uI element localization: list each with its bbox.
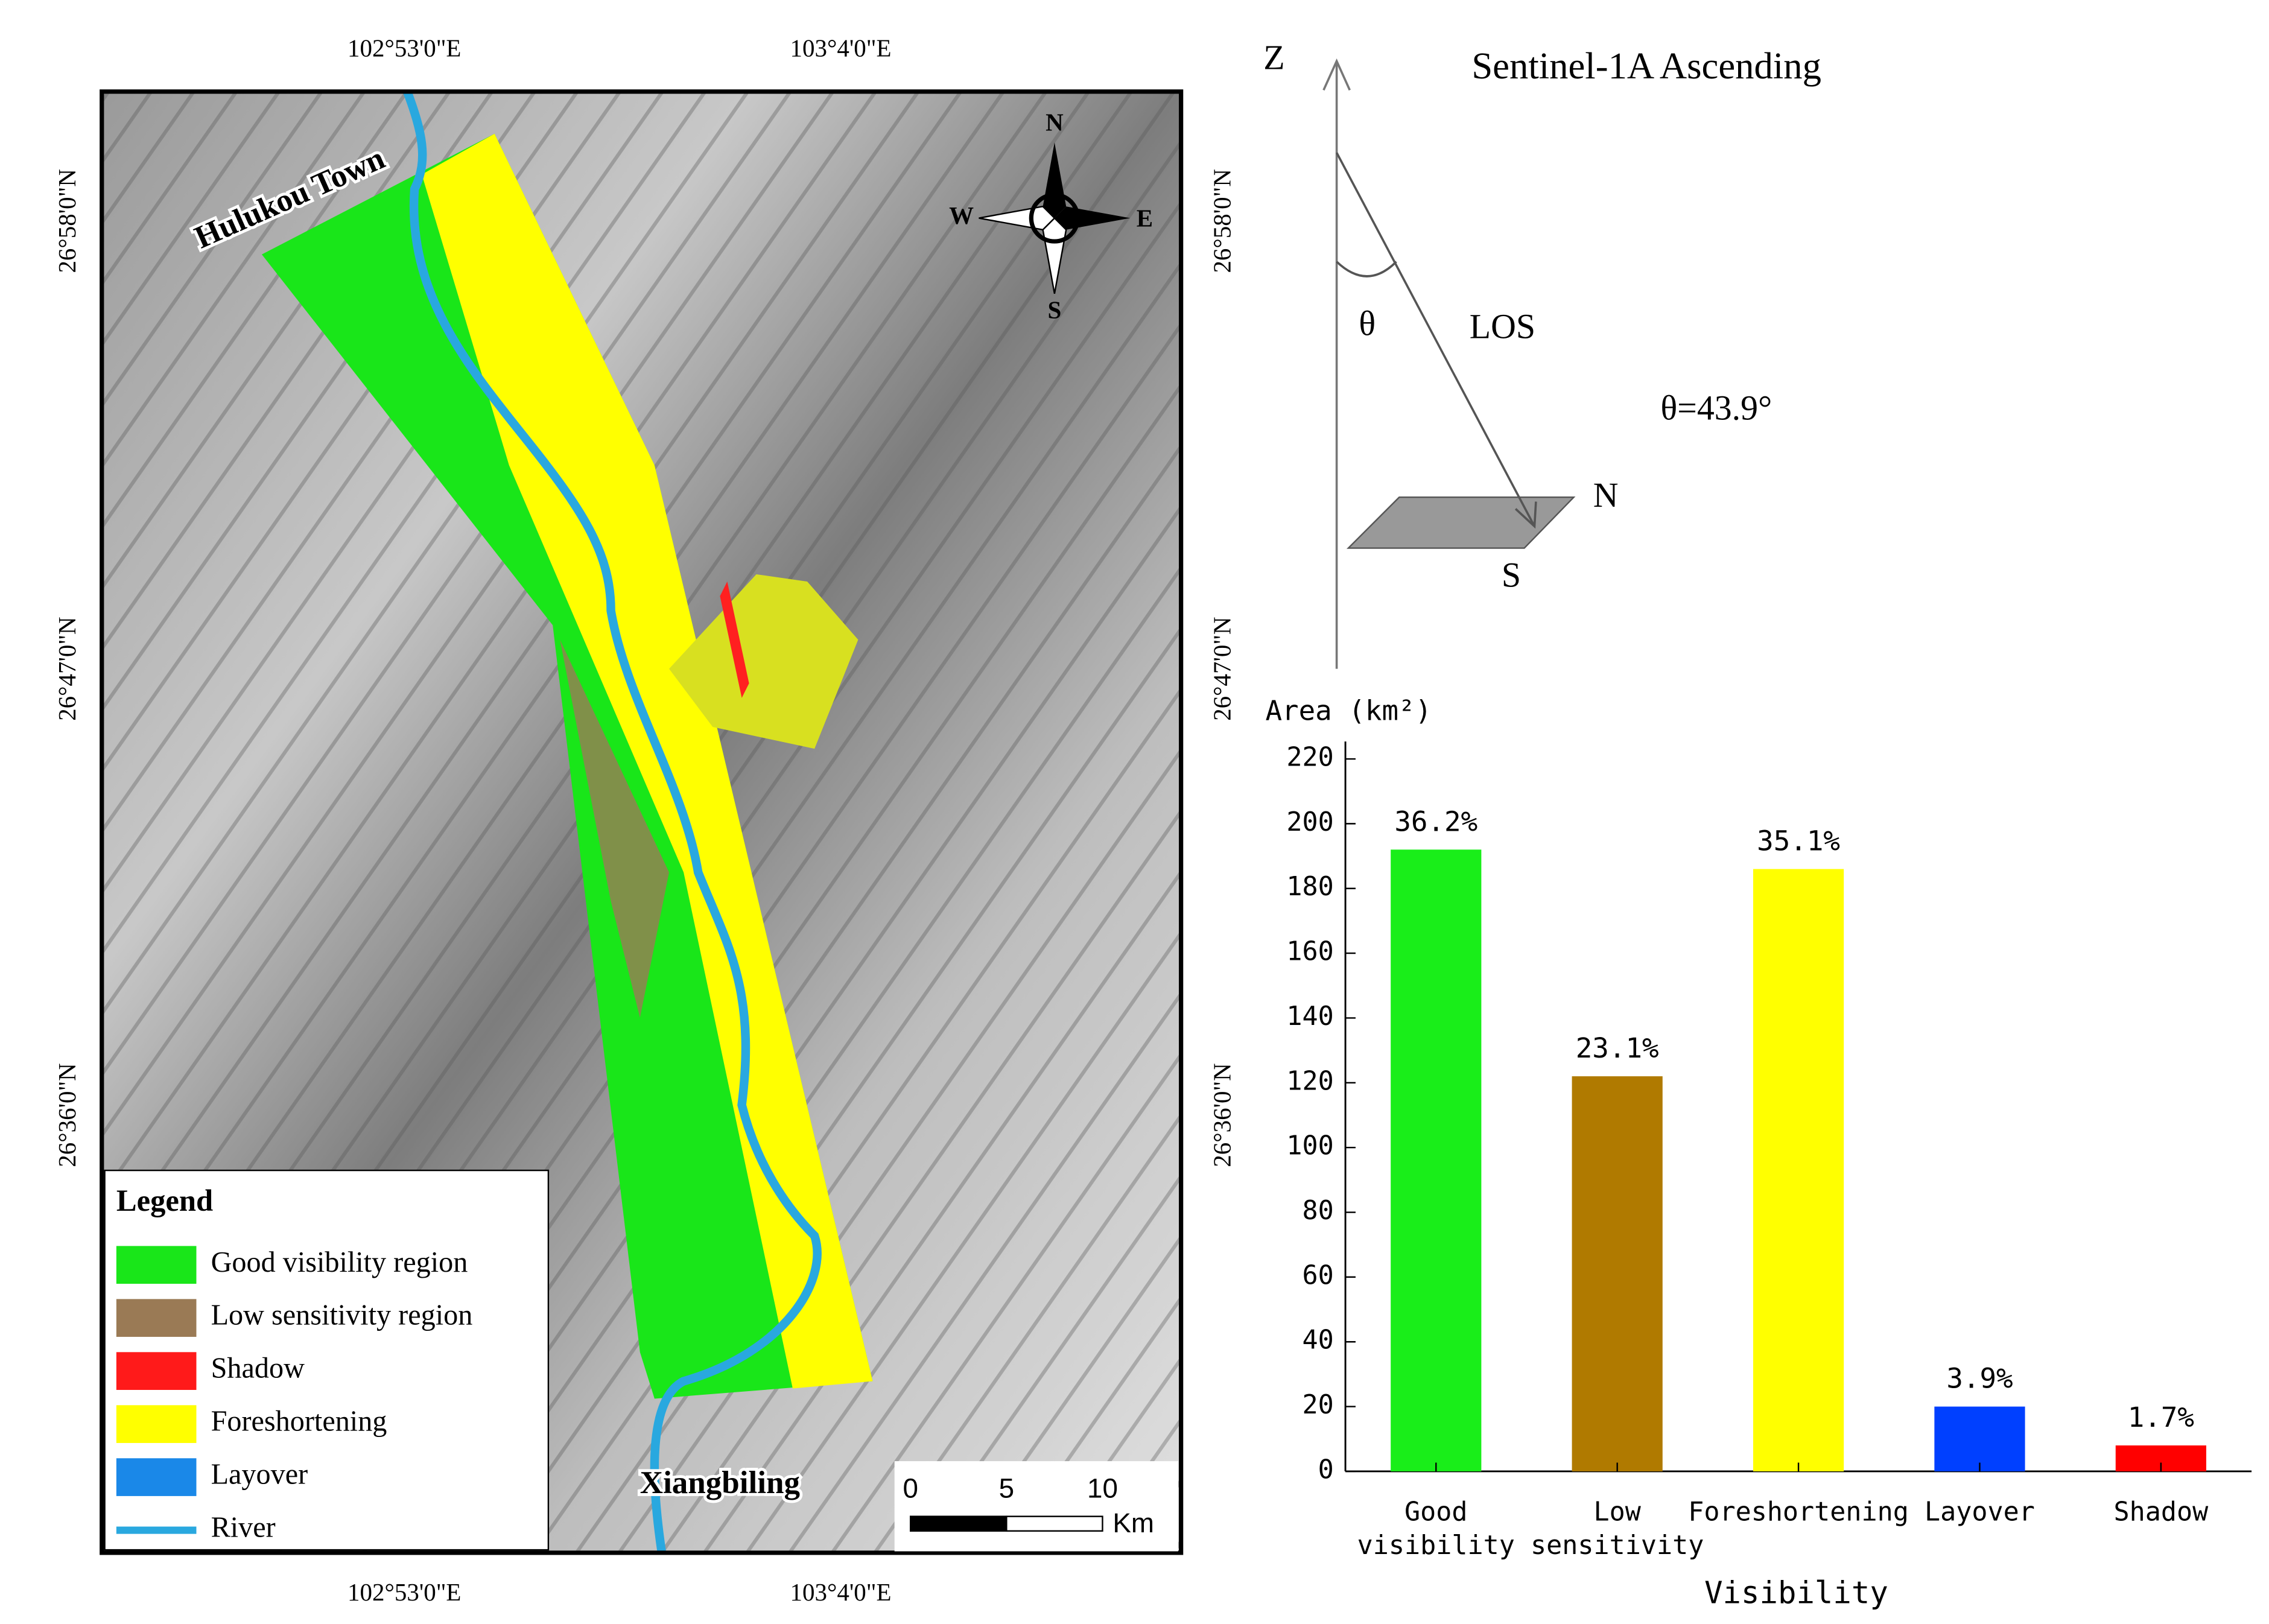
x-tick-label: Foreshortening	[1688, 1497, 1909, 1527]
diagram-title: Sentinel-1A Ascending	[1471, 45, 1821, 87]
y-tick-label: 140	[1286, 1001, 1333, 1032]
north-label: N	[1593, 475, 1619, 515]
scale-box	[894, 1461, 1178, 1552]
lon-label: 103°4'0"E	[790, 34, 892, 62]
y-tick-label: 160	[1286, 937, 1333, 967]
x-tick-label: Good	[1404, 1497, 1467, 1527]
compass-label: W	[949, 201, 974, 229]
bar-share-label: 1.7%	[2128, 1401, 2194, 1433]
scale-label: 5	[999, 1473, 1014, 1503]
bar-chart: 0 20 40 60 80 100 120 140 160 180 200 220 36.2% Goodv…	[1286, 741, 2252, 1561]
y-tick-label: 20	[1303, 1390, 1334, 1420]
compass	[979, 142, 1131, 294]
los-arrow	[1514, 501, 1537, 529]
x-tick-label: visibility	[1357, 1530, 1515, 1561]
los-label: LOS	[1470, 306, 1535, 346]
scale-bar	[1006, 1515, 1103, 1532]
place-label: Xiangbiling	[640, 1465, 800, 1500]
lat-label: 26°47'0"N	[53, 617, 81, 720]
swath-shadow	[720, 582, 749, 698]
lat-label: 26°58'0"N	[53, 169, 81, 273]
bar	[1572, 1076, 1663, 1471]
bar-share-label: 36.2%	[1394, 805, 1477, 837]
lat-label: 26°36'0"N	[1208, 1063, 1236, 1167]
scale-label: 0	[903, 1473, 918, 1503]
lat-label: 26°47'0"N	[1208, 617, 1236, 720]
y-tick-label: 120	[1286, 1066, 1333, 1096]
legend-items: Good visibility region Low sensitivity re…	[116, 1246, 473, 1544]
x-tick-label: Low	[1593, 1497, 1641, 1527]
swath-patch	[669, 574, 858, 749]
bar	[1391, 849, 1482, 1471]
scale-label: 10	[1087, 1473, 1118, 1503]
compass-label: S	[1048, 296, 1062, 324]
bar-share-label: 23.1%	[1576, 1032, 1659, 1064]
angle-arc	[1336, 261, 1397, 278]
swath-good	[261, 133, 873, 1399]
bar	[1934, 1406, 2025, 1471]
angle-value: θ=43.9°	[1660, 388, 1772, 427]
legend-swatch	[116, 1246, 197, 1284]
legend-label: Shadow	[211, 1353, 305, 1385]
bar-share-label: 35.1%	[1757, 825, 1840, 857]
legend-swatch	[116, 1299, 197, 1337]
scale-unit: Km	[1112, 1508, 1154, 1538]
x-tick-label: sensitivity	[1531, 1530, 1704, 1561]
z-label: Z	[1263, 38, 1284, 77]
river	[403, 90, 822, 1553]
lat-label: 26°36'0"N	[53, 1063, 81, 1167]
angle-symbol: θ	[1359, 304, 1376, 343]
lon-label: 102°53'0"E	[347, 1578, 461, 1606]
los-line	[1336, 152, 1536, 527]
x-tick-label: Layover	[1925, 1497, 2035, 1527]
map-frame	[100, 89, 1184, 1555]
x-axis-title: Visibility	[1704, 1575, 1888, 1610]
bar-share-label: 3.9%	[1946, 1362, 2013, 1395]
y-axis-title: Area (km²)	[1265, 694, 1432, 726]
legend-label: Layover	[211, 1459, 308, 1491]
scale-bar	[910, 1515, 1008, 1532]
legend-label: Low sensitivity region	[211, 1299, 473, 1331]
swath-low	[560, 639, 670, 1018]
south-label: S	[1502, 555, 1521, 594]
legend-title: Legend	[116, 1184, 213, 1217]
lon-label: 102°53'0"E	[347, 34, 461, 62]
y-tick-label: 80	[1303, 1196, 1334, 1226]
y-tick-label: 40	[1303, 1325, 1334, 1356]
legend-label: Foreshortening	[211, 1406, 387, 1438]
legend-swatch	[116, 1458, 197, 1496]
lat-label: 26°58'0"N	[1208, 169, 1236, 273]
compass-label: E	[1137, 205, 1153, 232]
legend-swatch	[116, 1352, 197, 1390]
legend-label: Good visibility region	[211, 1246, 468, 1278]
y-tick-label: 60	[1303, 1260, 1334, 1290]
ground-plane	[1346, 496, 1576, 549]
y-tick-label: 0	[1318, 1454, 1334, 1485]
y-tick-label: 180	[1286, 872, 1333, 902]
y-tick-label: 220	[1286, 743, 1333, 773]
y-tick-label: 100	[1286, 1131, 1333, 1161]
lon-label: 103°4'0"E	[790, 1578, 892, 1606]
legend-label: River	[211, 1512, 276, 1544]
bar	[1753, 869, 1844, 1471]
compass-label: N	[1046, 109, 1064, 136]
z-arrow	[1322, 58, 1351, 91]
legend-swatch	[116, 1405, 197, 1443]
y-tick-label: 200	[1286, 807, 1333, 837]
x-tick-label: Shadow	[2114, 1497, 2209, 1527]
